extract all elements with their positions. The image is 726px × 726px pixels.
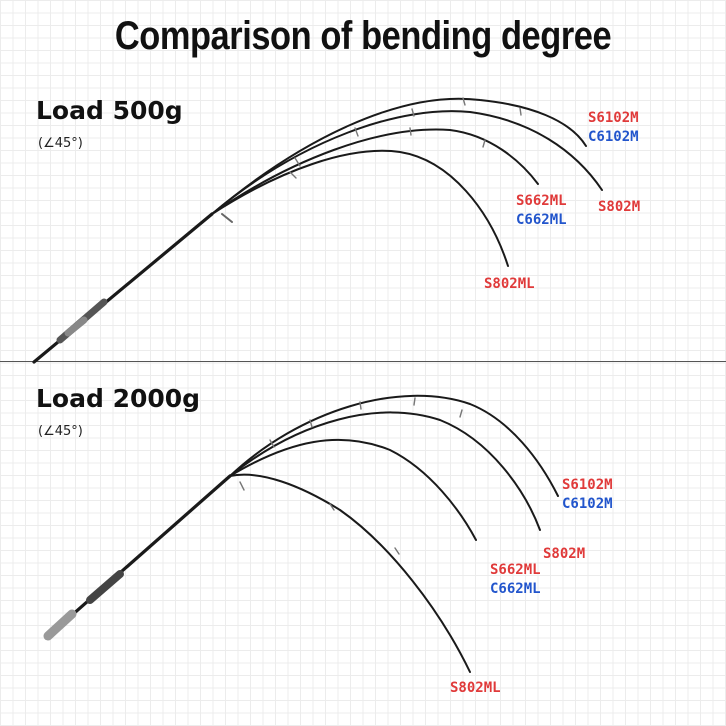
angle-500g-label: (∠45°) — [38, 136, 83, 151]
label-s802m-2000g: S802M — [543, 546, 585, 562]
label-s802m-500g: S802M — [598, 199, 640, 215]
rods-2000g — [43, 394, 559, 673]
label-c662ml-500g: C662ML — [516, 212, 567, 228]
load-500g-heading: Load 500g — [36, 96, 183, 125]
rod-grip-500g — [64, 316, 88, 337]
label-s802ml-500g: S802ML — [484, 276, 535, 292]
rod-curve-s802ml-2000g — [229, 473, 471, 673]
panel-divider — [0, 361, 726, 362]
rod-butt-2000g — [44, 474, 232, 640]
rod-handle-2000g — [43, 609, 77, 641]
label-c6102m-2000g: C6102M — [562, 496, 613, 512]
rod-curve-s802m-2000g — [229, 411, 541, 531]
label-s802ml-2000g: S802ML — [450, 680, 501, 696]
label-s6102m-500g: S6102M — [588, 110, 639, 126]
rod-curve-s802m-500g — [211, 110, 603, 215]
rod-guides-500g — [289, 97, 522, 179]
rod-reelseat-2000g — [86, 570, 124, 604]
rod-curve-s6102m-2000g — [229, 394, 559, 497]
label-c662ml-2000g: C662ML — [490, 581, 541, 597]
rod-curve-s6102m-500g — [211, 97, 587, 215]
rod-guides-2000g — [239, 397, 463, 555]
page-title: Comparison of bending degree — [114, 14, 612, 58]
rod-curve-s662ml-500g — [211, 128, 539, 215]
label-c6102m-500g: C6102M — [588, 129, 639, 145]
load-2000g-heading: Load 2000g — [36, 384, 201, 413]
label-s6102m-2000g: S6102M — [562, 477, 613, 493]
rod-curve-s662ml-2000g — [229, 438, 477, 541]
rods-500g — [32, 97, 603, 364]
angle-2000g-label: (∠45°) — [38, 424, 83, 439]
label-s662ml-500g: S662ML — [516, 193, 567, 209]
rod-guide-500g — [221, 213, 233, 223]
label-s662ml-2000g: S662ML — [490, 562, 541, 578]
rod-curve-s802ml-500g — [211, 149, 509, 267]
